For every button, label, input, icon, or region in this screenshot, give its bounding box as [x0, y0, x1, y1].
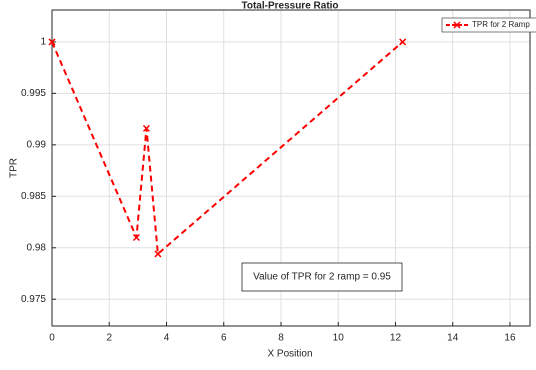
marker	[154, 250, 162, 258]
x-tick-label: 16	[504, 333, 516, 344]
legend-marker	[453, 21, 461, 29]
y-tick-label: 0.995	[21, 88, 46, 99]
x-tick-label: 8	[278, 333, 284, 344]
y-tick-label: 0.985	[21, 191, 46, 202]
marker-cross	[399, 38, 407, 46]
x-tick-label: 6	[221, 333, 227, 344]
legend-label: TPR for 2 Ramp	[472, 20, 530, 29]
annotation: Value of TPR for 2 ramp = 0.95	[253, 272, 391, 283]
marker-cross	[154, 250, 162, 258]
x-tick-label: 14	[447, 333, 459, 344]
x-tick-label: 12	[390, 333, 402, 344]
y-tick-label: 0.98	[27, 242, 47, 253]
legend-box	[441, 17, 536, 33]
annotation-box	[241, 262, 403, 292]
marker-cross	[48, 38, 56, 46]
x-axis-label: X Position	[267, 349, 312, 360]
chart-title: Total-Pressure Ratio	[241, 1, 338, 12]
y-tick-label: 0.99	[27, 139, 47, 150]
marker	[142, 124, 150, 132]
y-tick-label: 1	[40, 37, 46, 48]
marker-cross	[142, 124, 150, 132]
x-tick-label: 10	[333, 333, 345, 344]
x-tick-label: 4	[164, 333, 170, 344]
y-axis-label: TPR	[9, 158, 20, 178]
y-tick-label: 0.975	[21, 294, 46, 305]
x-tick-label: 0	[49, 333, 55, 344]
axes-box	[51, 9, 531, 327]
marker	[132, 233, 140, 242]
marker	[48, 38, 56, 46]
marker	[399, 38, 407, 46]
marker-cross	[132, 233, 140, 242]
x-tick-label: 2	[106, 333, 112, 344]
